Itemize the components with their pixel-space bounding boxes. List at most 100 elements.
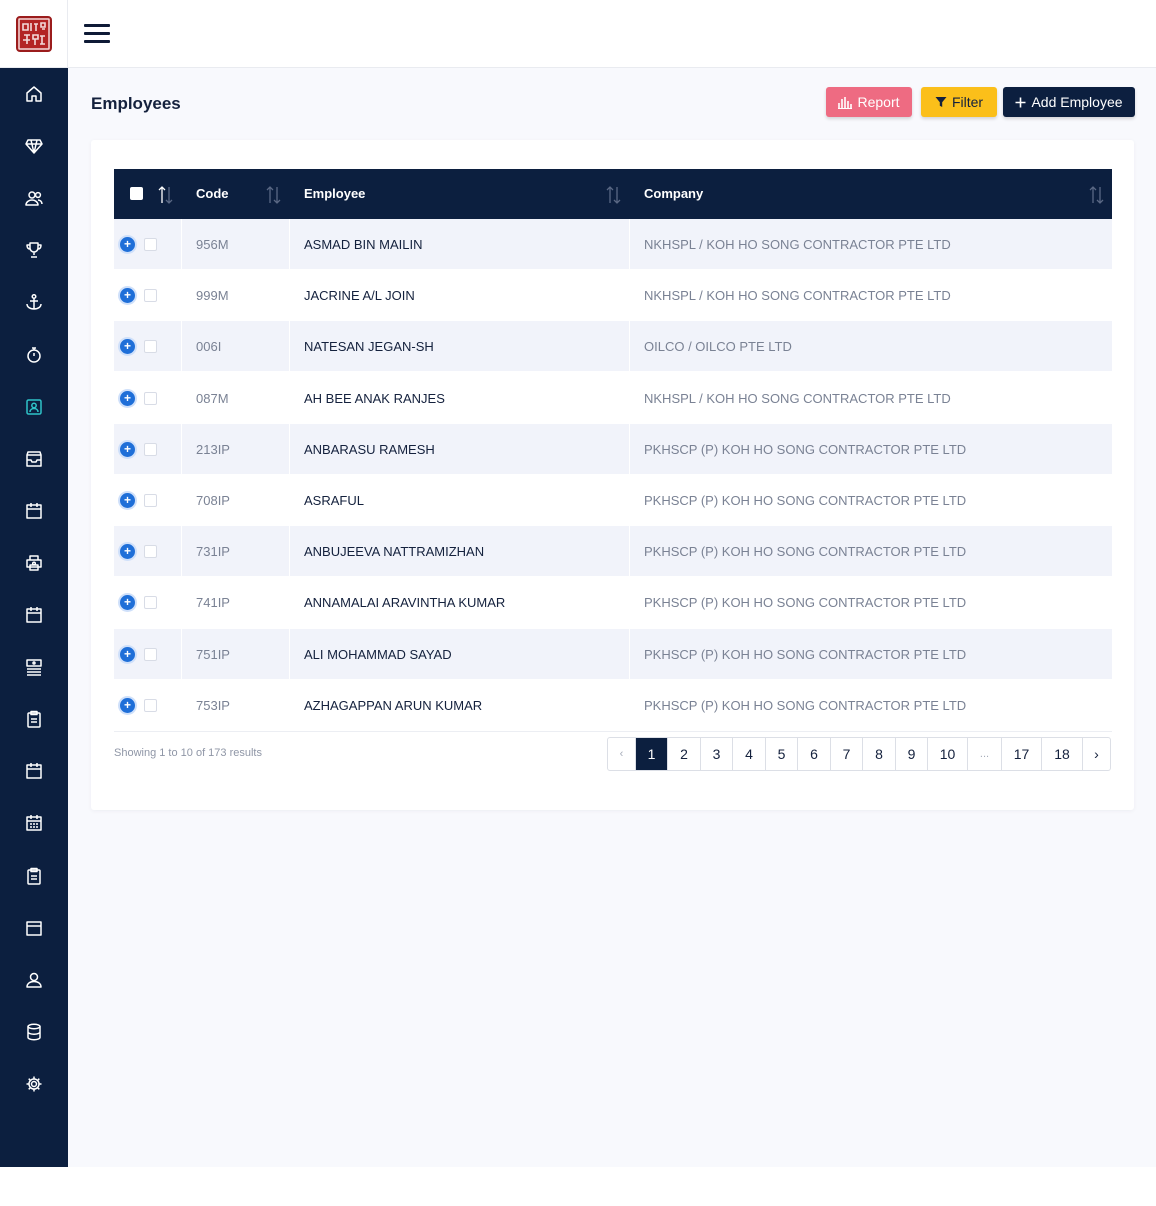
column-header-code[interactable]: Code [196,186,229,201]
cell-employee[interactable]: JACRINE A/L JOIN [304,288,415,304]
sort-icon[interactable] [158,186,174,204]
sidebar-item-inbox[interactable] [14,441,54,477]
page-button-17[interactable]: 17 [1002,738,1042,770]
expand-row-icon[interactable]: + [120,441,135,457]
row-checkbox[interactable] [144,391,157,405]
logo-area[interactable] [0,0,68,68]
row-checkbox[interactable] [144,289,157,303]
sidebar-item-calendar-2[interactable] [14,597,54,633]
sort-icon[interactable] [1089,186,1105,204]
expand-row-icon[interactable]: + [120,237,135,252]
sidebar-item-employees[interactable] [14,389,54,425]
page-button-10[interactable]: 10 [928,738,968,770]
select-all-checkbox[interactable] [130,187,143,200]
page-button-3[interactable]: 3 [701,738,733,770]
sort-icon[interactable] [606,186,622,204]
expand-row-icon[interactable]: + [120,339,135,355]
page-button-9[interactable]: 9 [896,738,928,770]
sidebar-item-anchor[interactable] [14,284,54,320]
sidebar-item-list[interactable] [14,649,54,685]
expand-row-icon[interactable]: + [120,288,135,304]
row-checkbox[interactable] [144,494,157,507]
cell-code: 956M [196,237,229,252]
cell-employee[interactable]: ANBUJEEVA NATTRAMIZHAN [304,544,485,560]
report-button[interactable]: Report [826,87,912,117]
table-row[interactable]: +956M ASMAD BIN MAILIN NKHSPL / KOH HO SON… [114,219,1112,270]
cell-company: NKHSPL / KOH HO SONG CONTRACTOR PTE LTD [644,390,951,406]
seal-logo [15,16,52,52]
plus-icon [1015,97,1026,107]
cell-employee[interactable]: AZHAGAPPAN ARUN KUMAR [304,697,483,713]
cell-code: 731IP [196,544,230,560]
cell-employee[interactable]: NATESAN JEGAN-SH [304,339,434,355]
expand-row-icon[interactable]: + [120,646,135,662]
cell-code: 741IP [196,595,230,611]
table-row[interactable]: +213IP ANBARASU RAMESH PKHSCP (P) KOH HO S… [114,423,1112,475]
add-employee-button[interactable]: Add Employee [1003,87,1135,117]
table-row[interactable]: +731IP ANBUJEEVA NATTRAMIZHAN PKHSCP (P) K… [114,526,1112,578]
sidebar-item-home[interactable] [14,76,54,112]
expand-row-icon[interactable]: + [120,390,135,406]
page-button-5[interactable]: 5 [766,738,798,770]
sidebar-item-settings[interactable] [14,1066,54,1102]
pagination: ‹ 1 2 3 4 5 6 7 8 9 10... 17 18 › [607,737,1111,771]
sidebar-item-profile[interactable] [14,962,54,998]
sidebar-item-calendar[interactable] [14,493,54,529]
cell-company: PKHSCP (P) KOH HO SONG CONTRACTOR PTE LT… [644,595,967,611]
page-button-2[interactable]: 2 [668,738,701,770]
results-summary: Showing 1 to 10 of 173 results [114,747,262,759]
sidebar-item-trophy[interactable] [14,232,54,268]
row-checkbox[interactable] [144,238,157,251]
page-button-4[interactable]: 4 [733,738,766,770]
row-checkbox[interactable] [144,698,157,712]
column-header-company[interactable]: Company [644,186,704,201]
sidebar-item-calendar-grid[interactable] [14,805,54,841]
row-checkbox[interactable] [144,340,157,354]
cell-employee[interactable]: ALI MOHAMMAD SAYAD [304,646,452,662]
page-button-7[interactable]: 7 [831,738,863,770]
page-button-1[interactable]: 1 [636,738,668,770]
column-header-employee[interactable]: Employee [304,186,366,201]
user-icon [26,972,42,988]
table-row[interactable]: +753IP AZHAGAPPAN ARUN KUMAR PKHSCP (P) KO… [114,679,1112,731]
cell-employee[interactable]: ASRAFUL [304,493,364,508]
next-page-button[interactable]: › [1094,746,1099,762]
table-row[interactable]: +751IP ALI MOHAMMAD SAYAD PKHSCP (P) KOH H… [114,628,1112,680]
sidebar-item-printer[interactable] [14,545,54,581]
row-checkbox[interactable] [144,442,157,456]
sidebar-item-clipboard[interactable] [14,701,54,737]
page-button-6[interactable]: 6 [798,738,831,770]
expand-row-icon[interactable]: + [120,697,135,713]
sort-icon[interactable] [266,186,282,204]
table-row[interactable]: +006I NATESAN JEGAN-SH OILCO / OILCO PTE L… [114,321,1112,373]
sidebar-item-database[interactable] [14,1014,54,1050]
page-button-8[interactable]: 8 [863,738,896,770]
hamburger-icon[interactable] [84,24,110,44]
cell-code: 213IP [196,441,230,457]
row-checkbox[interactable] [144,596,157,610]
table-row[interactable]: +708IP ASRAFUL PKHSCP (P) KOH HO SONG CONT… [114,475,1112,526]
sidebar-item-clipboard-2[interactable] [14,858,54,894]
table-row[interactable]: +087M AH BEE ANAK RANJES NKHSPL / KOH HO S… [114,372,1112,424]
contact-card-icon [26,398,42,415]
sidebar-item-calendar-3[interactable] [14,753,54,789]
table-row[interactable]: +741IP ANNAMALAI ARAVINTHA KUMAR PKHSCP (P… [114,577,1112,629]
cell-employee[interactable]: ANNAMALAI ARAVINTHA KUMAR [304,595,506,611]
row-checkbox[interactable] [144,647,157,661]
sidebar-item-users[interactable] [14,180,54,216]
page-button-18[interactable]: 18 [1042,738,1083,770]
cell-employee[interactable]: ANBARASU RAMESH [304,441,435,457]
cell-employee[interactable]: ASMAD BIN MAILIN [304,237,423,252]
sidebar-item-diamond[interactable] [14,128,54,164]
table-row[interactable]: +999M JACRINE A/L JOIN NKHSPL / KOH HO SON… [114,270,1112,322]
cell-code: 006I [196,339,222,355]
sidebar-item-window[interactable] [14,910,54,946]
expand-row-icon[interactable]: + [120,595,135,611]
expand-row-icon[interactable]: + [120,544,135,560]
sidebar-item-timer[interactable] [14,337,54,373]
expand-row-icon[interactable]: + [120,493,135,508]
cell-employee[interactable]: AH BEE ANAK RANJES [304,390,445,406]
filter-button[interactable]: Filter [921,87,997,117]
prev-page-button[interactable]: ‹ [608,738,636,770]
row-checkbox[interactable] [144,545,157,559]
